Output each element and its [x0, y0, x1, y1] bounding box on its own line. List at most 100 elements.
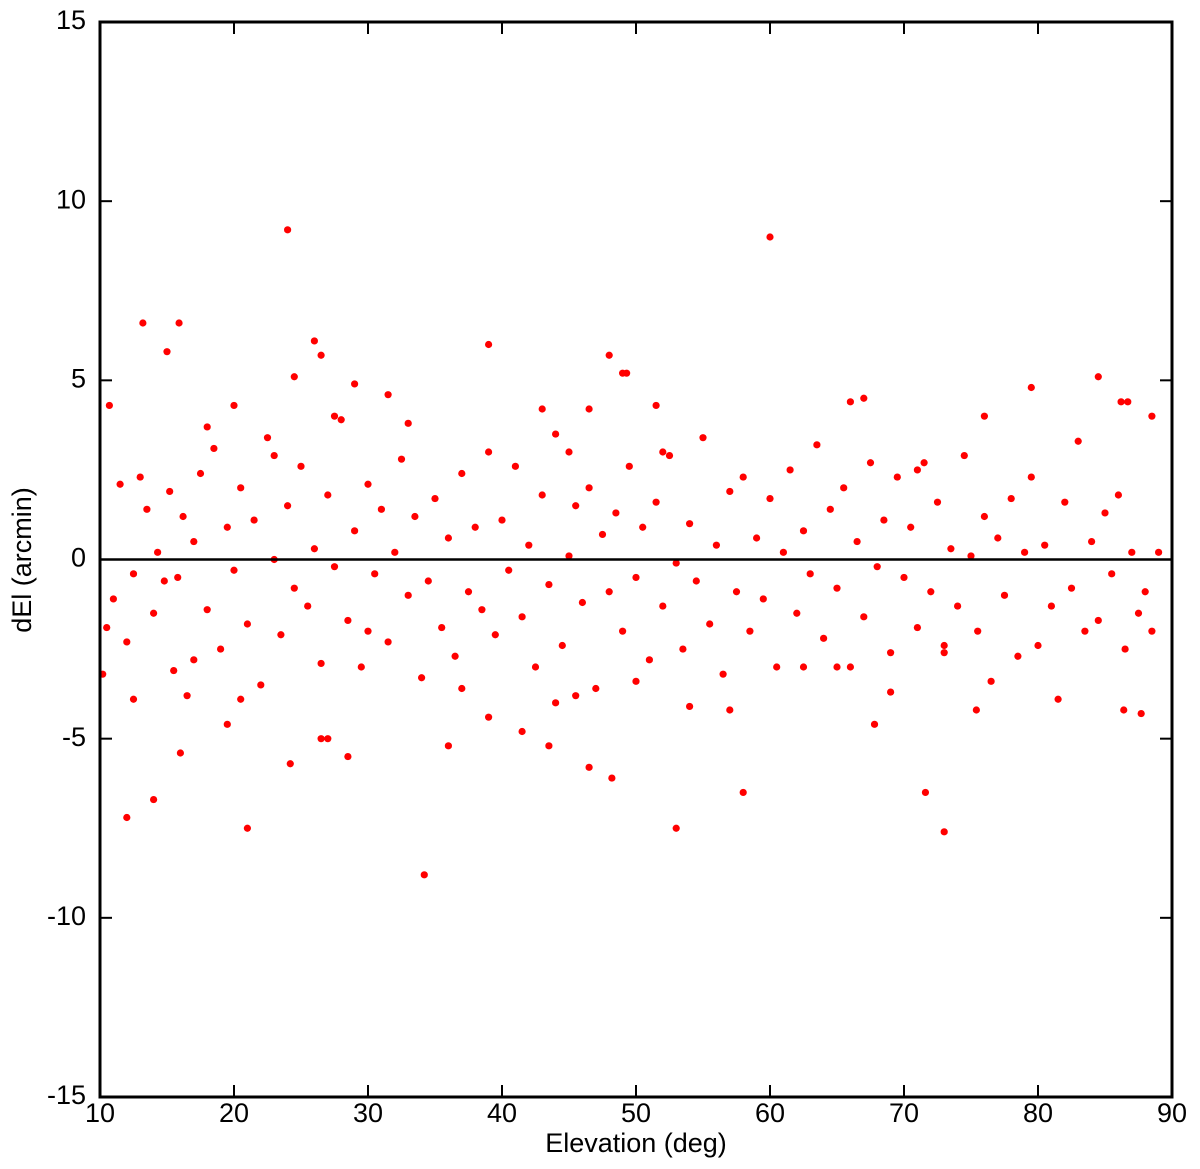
point	[330, 563, 339, 571]
point	[464, 588, 473, 596]
point	[639, 523, 647, 531]
point	[190, 656, 198, 664]
point	[304, 602, 312, 610]
point	[1081, 627, 1089, 635]
point	[237, 695, 245, 703]
point	[974, 627, 982, 635]
point	[257, 681, 265, 689]
point	[351, 527, 359, 535]
point	[598, 530, 607, 539]
point	[310, 545, 318, 553]
point	[384, 391, 392, 399]
point	[652, 401, 660, 410]
point	[652, 498, 660, 506]
point	[699, 434, 707, 442]
point	[538, 405, 546, 413]
point	[175, 319, 183, 327]
point	[270, 451, 278, 460]
point	[183, 692, 191, 700]
point	[1117, 398, 1125, 406]
point	[994, 534, 1002, 542]
point	[444, 534, 452, 542]
point	[250, 516, 258, 524]
point	[739, 788, 747, 797]
point	[632, 677, 640, 685]
point	[116, 480, 124, 488]
point	[310, 337, 318, 345]
point	[237, 484, 245, 492]
point	[712, 541, 721, 549]
x-tick-label: 40	[487, 1098, 517, 1128]
point	[1148, 627, 1156, 635]
point	[1014, 652, 1022, 660]
point	[592, 684, 600, 693]
point	[1067, 584, 1076, 592]
point	[1141, 588, 1149, 596]
point	[893, 473, 901, 481]
point	[585, 405, 593, 413]
point	[739, 473, 747, 481]
point	[773, 663, 781, 671]
point	[1027, 383, 1035, 392]
point	[779, 548, 788, 556]
point	[1128, 548, 1136, 556]
point	[371, 570, 379, 578]
point	[870, 720, 879, 728]
point	[766, 233, 774, 241]
point	[766, 494, 774, 503]
point	[1094, 616, 1102, 625]
point	[531, 663, 540, 671]
x-tick-label: 30	[353, 1098, 383, 1128]
point	[525, 541, 533, 549]
point	[860, 613, 868, 621]
point	[1074, 437, 1082, 445]
point	[578, 598, 587, 607]
point	[605, 351, 613, 359]
point	[987, 677, 995, 685]
point	[397, 455, 406, 463]
point	[243, 824, 251, 832]
point	[230, 401, 238, 410]
point	[900, 573, 908, 582]
point	[907, 523, 915, 531]
point	[518, 727, 526, 736]
point	[223, 720, 231, 728]
point	[411, 512, 419, 521]
point	[1094, 373, 1102, 381]
plot-frame	[98, 20, 1174, 1099]
point	[625, 462, 633, 470]
point	[1101, 509, 1109, 517]
point	[826, 505, 834, 513]
point	[290, 373, 298, 381]
point	[290, 584, 298, 592]
point	[793, 609, 801, 617]
point	[558, 641, 566, 650]
point	[166, 487, 174, 496]
point	[139, 319, 147, 327]
point	[846, 398, 855, 406]
point	[799, 663, 808, 671]
point	[860, 394, 868, 402]
point	[746, 627, 754, 635]
point	[840, 484, 848, 492]
y-tick-label: -10	[47, 901, 86, 931]
point	[632, 573, 640, 582]
point	[263, 434, 272, 442]
point	[605, 588, 613, 596]
point	[330, 412, 339, 420]
point	[324, 491, 332, 499]
point	[377, 505, 385, 513]
point	[686, 702, 694, 711]
x-tick-label: 80	[1023, 1098, 1053, 1128]
point	[1027, 473, 1035, 481]
point	[980, 512, 989, 521]
point	[1088, 537, 1096, 546]
point	[659, 448, 667, 456]
point	[498, 516, 506, 524]
x-tick-label: 50	[621, 1098, 651, 1128]
point	[505, 566, 513, 574]
point	[1041, 541, 1049, 549]
point	[143, 505, 151, 513]
point	[471, 523, 479, 531]
